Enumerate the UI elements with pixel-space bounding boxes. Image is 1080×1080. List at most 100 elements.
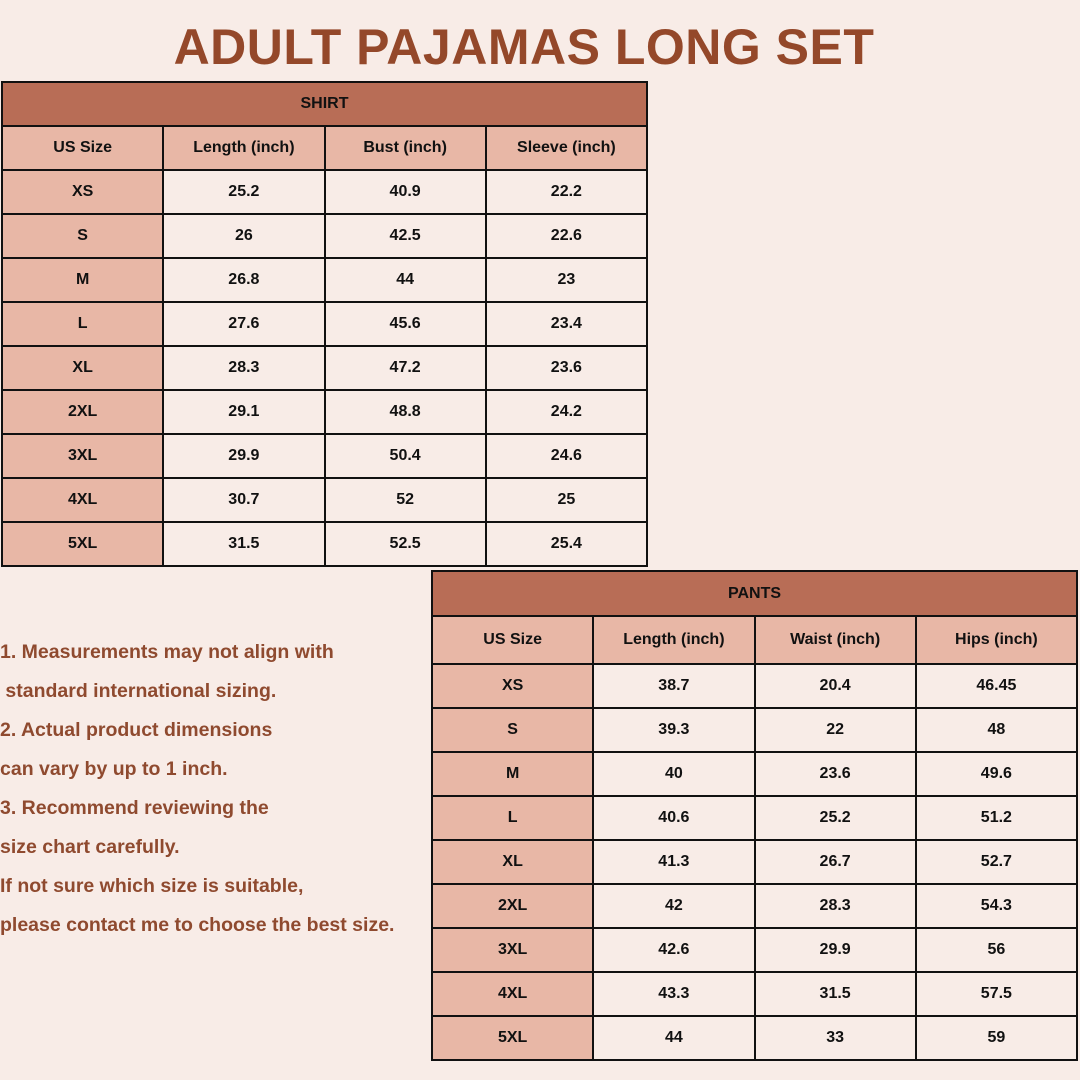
table-row: 5XL 31.5 52.5 25.4 <box>0 521 649 567</box>
value-cell: 22 <box>753 707 917 753</box>
value-cell: 31.5 <box>753 971 917 1017</box>
value-cell: 59 <box>914 1015 1079 1061</box>
page-title: ADULT PAJAMAS LONG SET <box>173 19 875 75</box>
value-cell: 33 <box>753 1015 917 1061</box>
value-cell: 23.4 <box>484 301 649 347</box>
value-cell: 30.7 <box>162 477 326 523</box>
value-cell: 44 <box>592 1015 756 1061</box>
note-line: standard international sizing. <box>0 680 277 702</box>
size-cell: XL <box>0 345 165 391</box>
value-cell: 57.5 <box>914 971 1079 1017</box>
table-row: 5XL 44 33 59 <box>430 1015 1079 1061</box>
note-line: please contact me to choose the best siz… <box>0 914 395 936</box>
table-row: 3XL 29.9 50.4 24.6 <box>0 433 649 479</box>
column-header: US Size <box>430 615 595 665</box>
value-cell: 40 <box>592 751 756 797</box>
column-header-row: US Size Length (inch) Waist (inch) Hips (in… <box>430 615 1079 665</box>
size-cell: 4XL <box>0 477 165 523</box>
value-cell: 48 <box>914 707 1079 753</box>
value-cell: 42 <box>592 883 756 929</box>
value-cell: 27.6 <box>162 301 326 347</box>
table-row: S 26 42.5 22.6 <box>0 213 649 259</box>
value-cell: 29.9 <box>162 433 326 479</box>
value-cell: 25.4 <box>484 521 649 567</box>
value-cell: 22.6 <box>484 213 649 259</box>
value-cell: 23.6 <box>484 345 649 391</box>
column-header: Length (inch) <box>592 615 756 665</box>
value-cell: 28.3 <box>162 345 326 391</box>
value-cell: 46.45 <box>914 663 1079 709</box>
value-cell: 38.7 <box>592 663 756 709</box>
note-line: 1. Measurements may not align with <box>0 641 334 663</box>
size-cell: XS <box>430 663 595 709</box>
table-row: L 40.6 25.2 51.2 <box>430 795 1079 841</box>
column-header: Length (inch) <box>162 125 326 171</box>
note-line: 3. Recommend reviewing the <box>0 797 269 819</box>
column-header: Waist (inch) <box>753 615 917 665</box>
value-cell: 25 <box>484 477 649 523</box>
value-cell: 48.8 <box>323 389 487 435</box>
value-cell: 29.1 <box>162 389 326 435</box>
shirt-size-table: SHIRT US Size Length (inch) Bust (inch) Slee… <box>0 81 649 567</box>
column-header: US Size <box>0 125 165 171</box>
value-cell: 29.9 <box>753 927 917 973</box>
value-cell: 26.8 <box>162 257 326 303</box>
value-cell: 47.2 <box>323 345 487 391</box>
note-line: 2. Actual product dimensions <box>0 719 273 741</box>
value-cell: 25.2 <box>162 169 326 215</box>
value-cell: 20.4 <box>753 663 917 709</box>
note-line: size chart carefully. <box>0 836 180 858</box>
value-cell: 52.5 <box>323 521 487 567</box>
note-line: If not sure which size is suitable, <box>0 875 304 897</box>
size-cell: 3XL <box>430 927 595 973</box>
table-row: 4XL 43.3 31.5 57.5 <box>430 971 1079 1017</box>
value-cell: 56 <box>914 927 1079 973</box>
value-cell: 40.9 <box>323 169 487 215</box>
value-cell: 42.5 <box>323 213 487 259</box>
table-row: 4XL 30.7 52 25 <box>0 477 649 523</box>
table-row: 2XL 29.1 48.8 24.2 <box>0 389 649 435</box>
value-cell: 52.7 <box>914 839 1079 885</box>
size-cell: S <box>430 707 595 753</box>
table-row: M 40 23.6 49.6 <box>430 751 1079 797</box>
table-row: 2XL 42 28.3 54.3 <box>430 883 1079 929</box>
value-cell: 39.3 <box>592 707 756 753</box>
value-cell: 40.6 <box>592 795 756 841</box>
value-cell: 44 <box>323 257 487 303</box>
table-row: 3XL 42.6 29.9 56 <box>430 927 1079 973</box>
value-cell: 31.5 <box>162 521 326 567</box>
table-row: XS 25.2 40.9 22.2 <box>0 169 649 215</box>
value-cell: 26 <box>162 213 326 259</box>
size-cell: XS <box>0 169 165 215</box>
table-title: PANTS <box>431 570 1078 617</box>
size-cell: L <box>430 795 595 841</box>
value-cell: 23 <box>484 257 649 303</box>
value-cell: 24.2 <box>484 389 649 435</box>
column-header: Hips (inch) <box>914 615 1079 665</box>
value-cell: 24.6 <box>484 433 649 479</box>
value-cell: 25.2 <box>753 795 917 841</box>
value-cell: 26.7 <box>753 839 917 885</box>
column-header-row: US Size Length (inch) Bust (inch) Sleeve (i… <box>0 125 649 171</box>
column-header: Sleeve (inch) <box>484 125 649 171</box>
size-cell: S <box>0 213 165 259</box>
value-cell: 45.6 <box>323 301 487 347</box>
table-row: XL 41.3 26.7 52.7 <box>430 839 1079 885</box>
table-row: XS 38.7 20.4 46.45 <box>430 663 1079 709</box>
value-cell: 23.6 <box>753 751 917 797</box>
value-cell: 54.3 <box>914 883 1079 929</box>
pants-size-table: PANTS US Size Length (inch) Waist (inch) Hip… <box>430 570 1079 1061</box>
value-cell: 22.2 <box>484 169 649 215</box>
size-cell: 2XL <box>430 883 595 929</box>
size-cell: M <box>430 751 595 797</box>
value-cell: 28.3 <box>753 883 917 929</box>
value-cell: 49.6 <box>914 751 1079 797</box>
table-row: S 39.3 22 48 <box>430 707 1079 753</box>
size-cell: 5XL <box>0 521 165 567</box>
size-notes: 1. Measurements may not align with stand… <box>0 638 394 950</box>
size-cell: M <box>0 257 165 303</box>
value-cell: 43.3 <box>592 971 756 1017</box>
table-row: M 26.8 44 23 <box>0 257 649 303</box>
column-header: Bust (inch) <box>323 125 487 171</box>
value-cell: 50.4 <box>323 433 487 479</box>
